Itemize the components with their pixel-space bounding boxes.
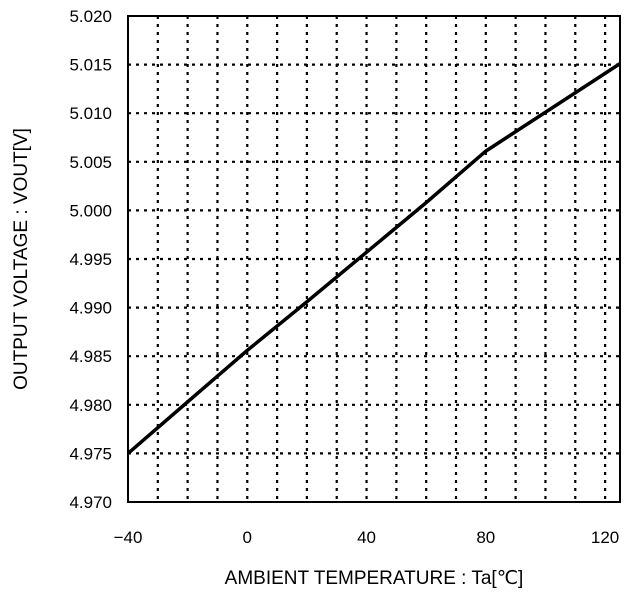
y-tick-label: 5.010 <box>69 104 112 123</box>
y-tick-label: 5.020 <box>69 7 112 26</box>
x-tick-label: 80 <box>476 528 495 547</box>
x-axis-label: AMBIENT TEMPERATURE : Ta[℃] <box>225 568 524 589</box>
series-layer <box>126 62 621 455</box>
y-tick-label: 5.005 <box>69 153 112 172</box>
x-tick-label: 120 <box>591 528 619 547</box>
grid-lines <box>128 16 620 502</box>
y-tick-label: 4.980 <box>69 396 112 415</box>
tick-labels: −40 0 40 80 120 4.970 4.975 4.980 4.985 4.990 4.99… <box>69 7 619 547</box>
y-tick-label: 4.970 <box>69 493 112 512</box>
y-tick-label: 5.015 <box>69 56 112 75</box>
y-tick-label: 4.985 <box>69 347 112 366</box>
x-tick-label: −40 <box>114 528 143 547</box>
y-tick-label: 5.000 <box>69 201 112 220</box>
plot-frame <box>127 15 621 503</box>
y-tick-label: 4.995 <box>69 250 112 269</box>
series-line-1 <box>126 62 621 455</box>
y-axis-label: OUTPUT VOLTAGE : VOUT[V] <box>11 128 32 390</box>
x-tick-label: 40 <box>357 528 376 547</box>
y-tick-label: 4.990 <box>69 299 112 318</box>
x-tick-label: 0 <box>243 528 252 547</box>
y-tick-label: 4.975 <box>69 444 112 463</box>
